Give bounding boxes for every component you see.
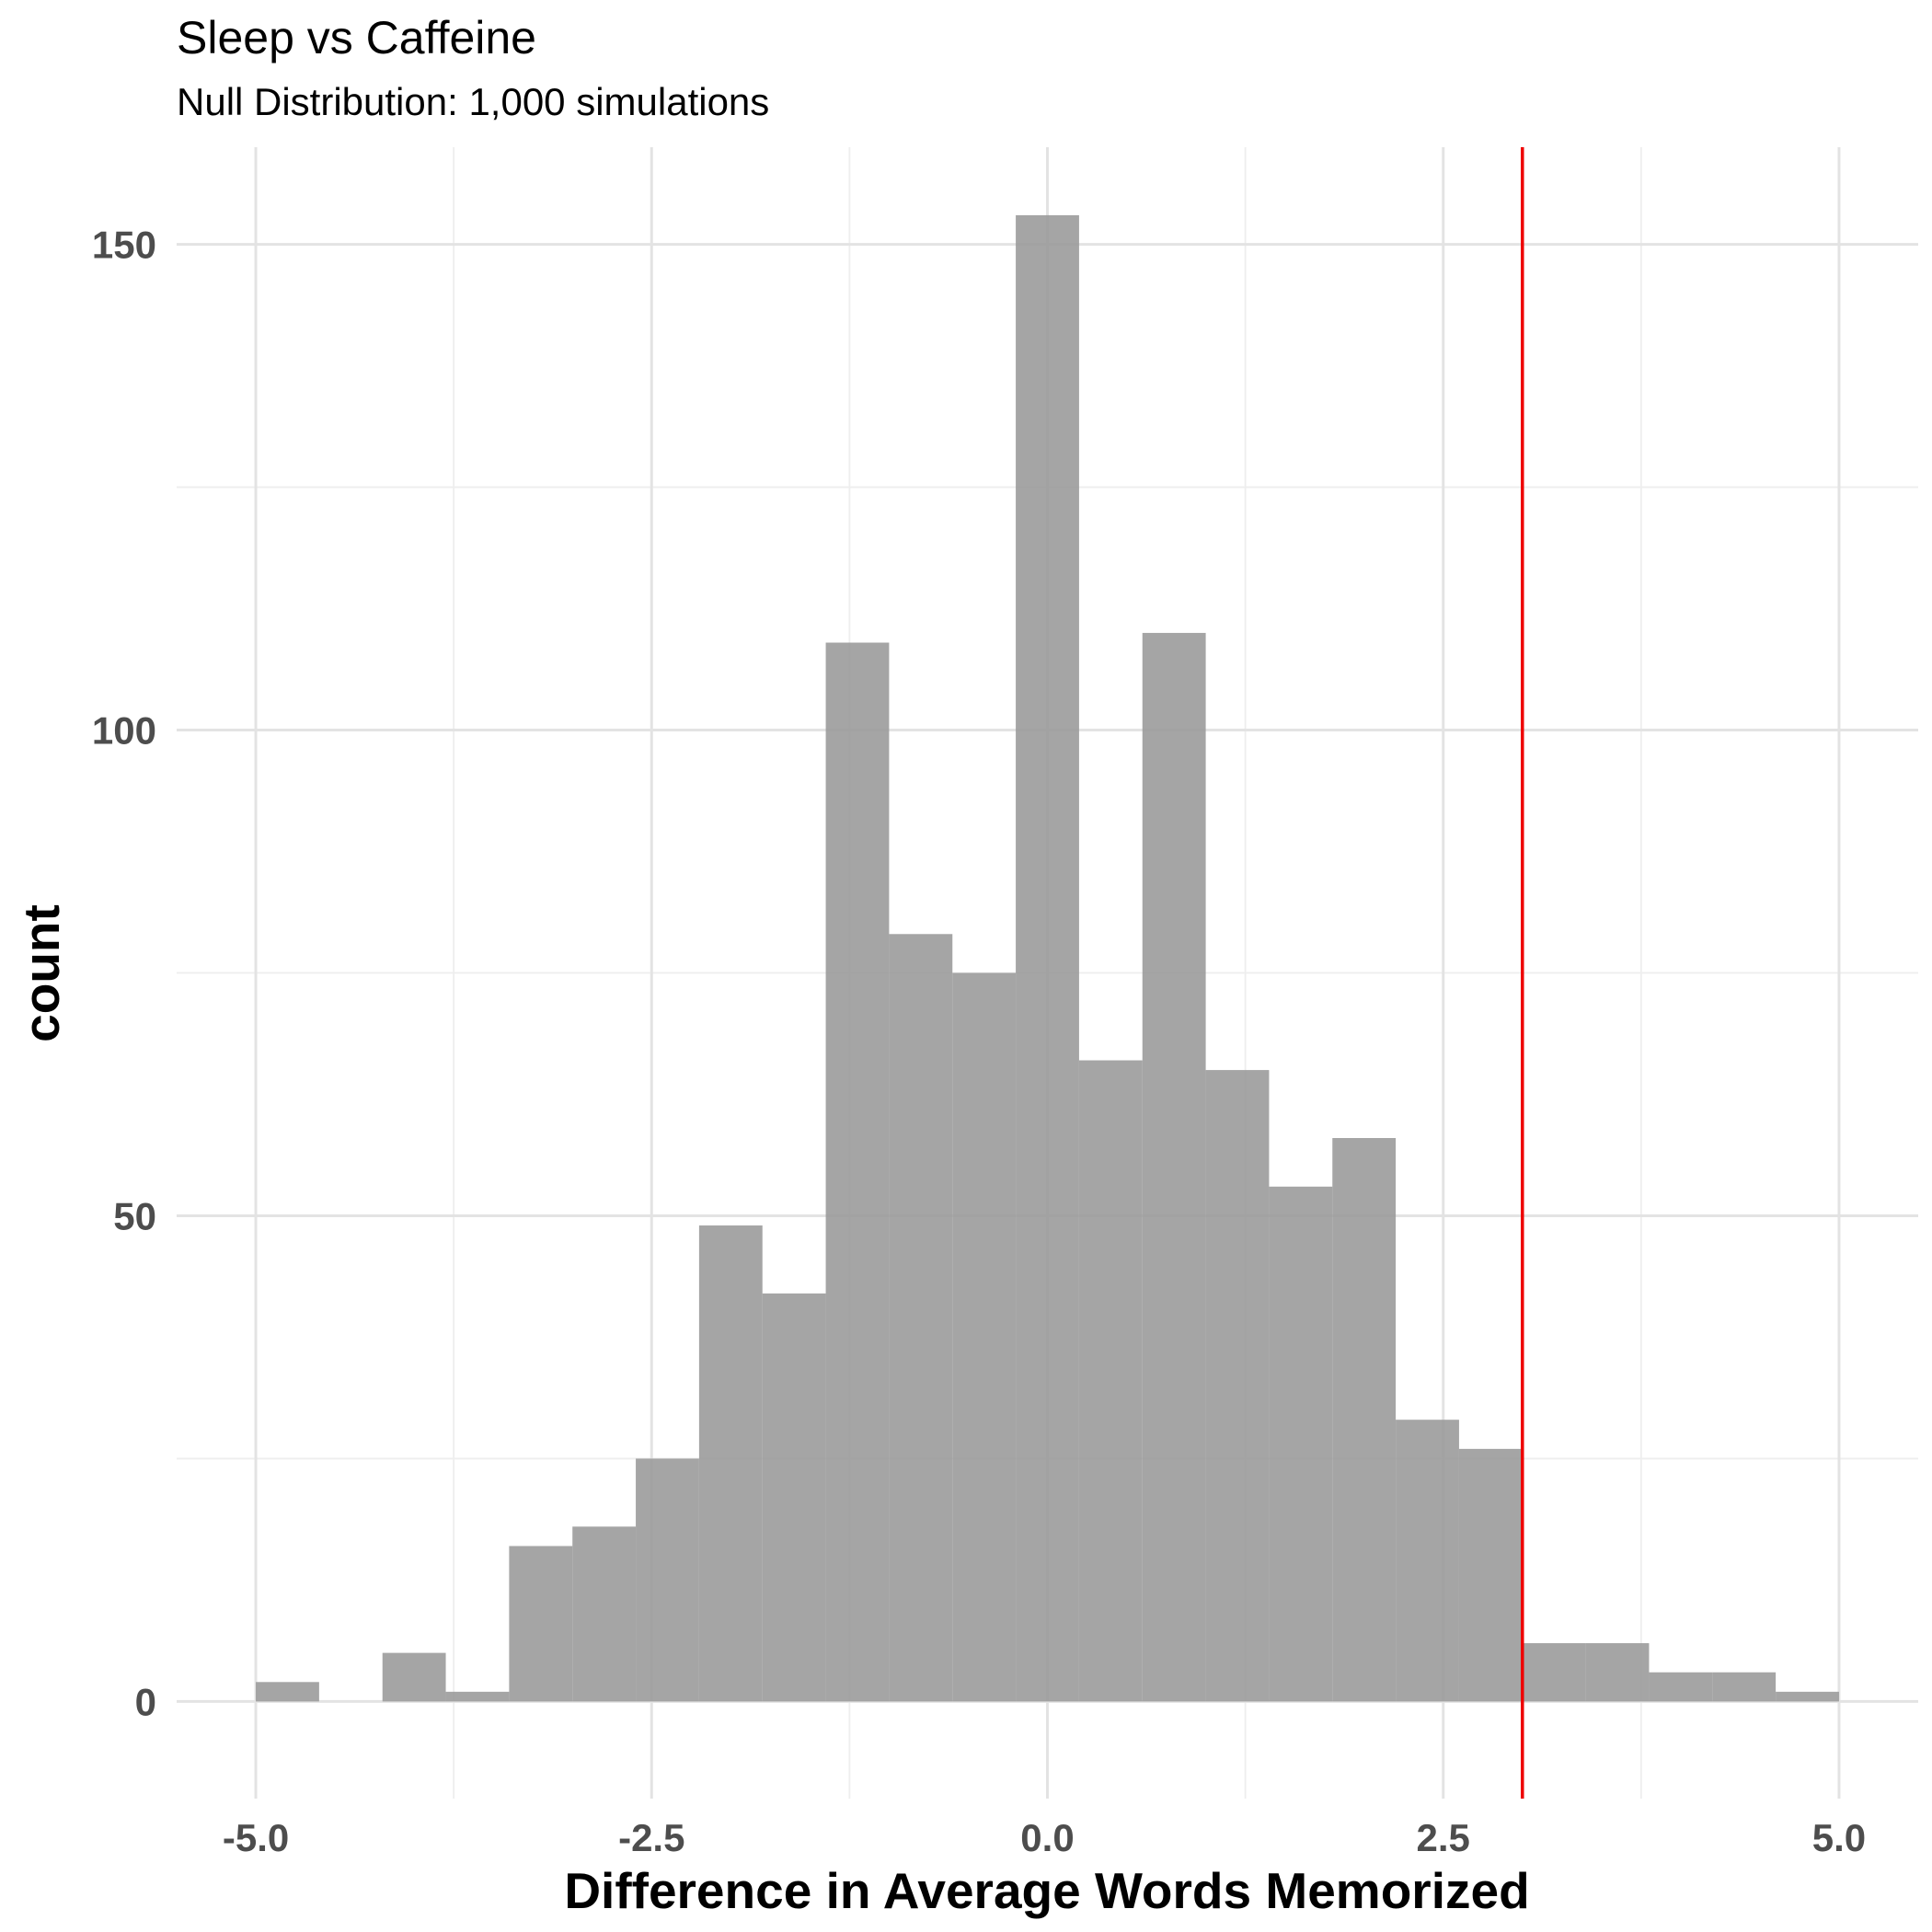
histogram-bar <box>1078 1060 1143 1702</box>
x-tick-label: -2.5 <box>618 1816 684 1859</box>
x-tick-label: -5.0 <box>223 1816 289 1859</box>
histogram-bar <box>1016 214 1079 1702</box>
histogram-bar <box>572 1526 637 1702</box>
histogram-bar <box>1458 1448 1523 1702</box>
histogram-bar <box>698 1225 763 1702</box>
x-tick-label: 5.0 <box>1812 1816 1866 1859</box>
histogram-bars <box>256 214 1839 1702</box>
x-tick-label: 2.5 <box>1417 1816 1470 1859</box>
x-axis-ticks: -5.0 -2.5 0.0 2.5 5.0 <box>223 1816 1866 1859</box>
histogram-bar <box>825 642 890 1702</box>
chart-subtitle: Null Distribution: 1,000 simulations <box>177 80 769 123</box>
y-tick-label: 150 <box>92 224 156 267</box>
histogram-bar <box>889 934 953 1702</box>
y-tick-label: 0 <box>135 1680 156 1723</box>
histogram-bar <box>1585 1643 1650 1702</box>
histogram-bar <box>1396 1420 1459 1702</box>
histogram-bar <box>445 1691 510 1702</box>
histogram-bar <box>382 1652 446 1702</box>
y-axis-ticks: 0 50 100 150 <box>92 224 156 1724</box>
histogram-bar <box>256 1682 319 1702</box>
histogram-bar <box>762 1293 826 1702</box>
x-tick-label: 0.0 <box>1020 1816 1074 1859</box>
chart-title: Sleep vs Caffeine <box>177 12 536 63</box>
histogram-bar <box>1269 1186 1333 1702</box>
histogram-bar <box>1142 632 1206 1702</box>
histogram-bar <box>1522 1643 1586 1702</box>
y-tick-label: 50 <box>113 1194 156 1237</box>
histogram-bar <box>1776 1691 1839 1702</box>
histogram-bar <box>636 1458 699 1702</box>
histogram-bar <box>1205 1070 1270 1702</box>
histogram-bar <box>1712 1672 1777 1702</box>
histogram-bar <box>509 1546 573 1702</box>
x-axis-title: Difference in Average Words Memorized <box>564 1862 1529 1919</box>
histogram-bar <box>952 972 1017 1702</box>
histogram-bar <box>1649 1672 1713 1702</box>
histogram-bar <box>1332 1138 1397 1702</box>
y-tick-label: 100 <box>92 709 156 753</box>
y-axis-title: count <box>13 904 70 1042</box>
